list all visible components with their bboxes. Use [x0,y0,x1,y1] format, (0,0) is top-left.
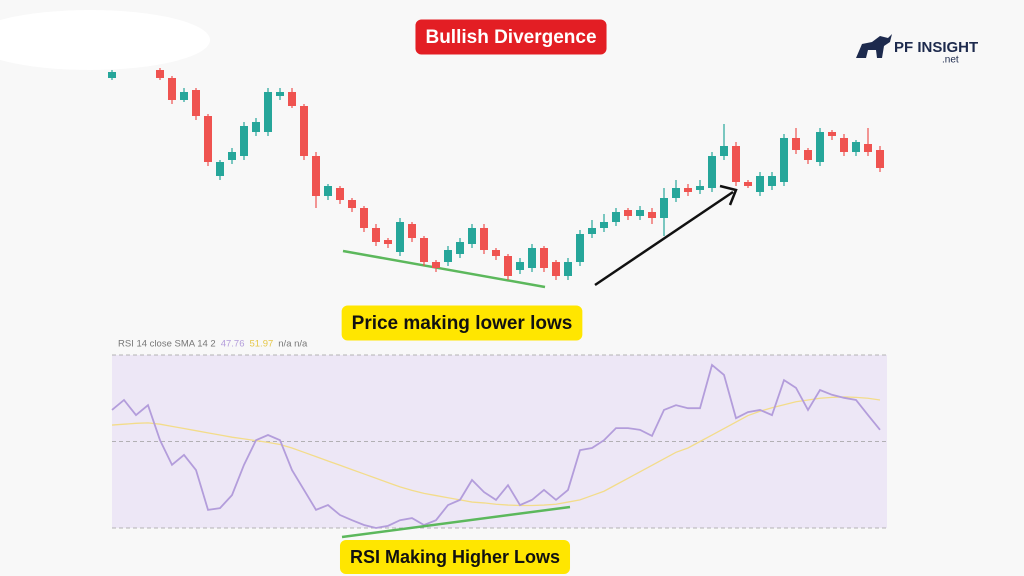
candle-body [396,222,404,252]
candle-body [696,186,704,190]
candle-body [408,224,416,238]
series-line [111,396,881,507]
candle-body [348,200,356,208]
candle-body [264,92,272,132]
candle-body [468,228,476,244]
candle-body [552,262,560,276]
label-text: Price making lower lows [352,313,573,334]
candle-body [156,70,164,78]
candle-body [864,144,872,152]
candle-body [576,234,584,262]
candle-body [492,250,500,256]
candle-body [780,138,788,182]
candle-body [612,212,620,222]
candle-body [828,132,836,136]
candle-body [504,256,512,276]
candle-body [360,208,368,228]
label-pill [341,305,583,341]
candle-body [720,146,728,156]
candle-body [540,248,548,268]
price-trend-line [342,249,546,289]
candle-body [372,228,380,242]
candle-body [312,156,320,196]
candle-body [840,138,848,152]
candle-body [792,138,800,150]
candle-body [648,212,656,218]
candle-body [684,188,692,192]
candle-body [384,240,392,244]
candle-body [288,92,296,106]
series-line [111,363,881,529]
candle-body [516,262,524,270]
rsi-readout: 51.97 [249,339,273,350]
candle-body [168,78,176,100]
candle-body [204,116,212,162]
candle-body [876,150,884,168]
candle-body [336,188,344,200]
candle-body [660,198,668,218]
candle-body [324,186,332,196]
candle-body [732,146,740,182]
candle-body [768,176,776,186]
candle-body [180,92,188,100]
label-pill [415,19,607,55]
candle-body [444,250,452,262]
candle-body [756,176,764,192]
candle-body [420,238,428,262]
candle-body [528,248,536,268]
candle-body [216,162,224,176]
logo-name: PF INSIGHT [894,39,978,56]
candle-body [672,188,680,198]
label-text: RSI Making Higher Lows [350,547,560,567]
rsi-readout: n/a n/a [278,339,308,350]
rsi-readout: 47.76 [221,339,245,350]
candle-body [600,222,608,228]
candle-body [432,262,440,268]
candle-body [804,150,812,160]
arrow-head [719,184,738,206]
trend-arrow [594,190,734,287]
candle-body [456,242,464,254]
candle-body [276,92,284,96]
candle-body [480,228,488,250]
candle-body [240,126,248,156]
candle-body [192,90,200,116]
candle-body [636,210,644,216]
candle-body [744,182,752,186]
candle-body [564,262,572,276]
candle-body [624,210,632,216]
label-text: Bullish Divergence [425,27,596,48]
rsi-trend-line [341,505,571,539]
logo: PF INSIGHT .net [856,34,978,66]
logo-suffix: .net [942,55,959,66]
candle-body [816,132,824,162]
candle-body [708,156,716,188]
candle-body [852,142,860,152]
candle-body [588,228,596,234]
label-pill [339,540,571,574]
candle-body [108,72,116,78]
candle-body [228,152,236,160]
candle-body [300,106,308,156]
smudge [0,10,210,70]
rsi-readout: RSI 14 close SMA 14 2 [118,339,216,350]
logo-icon [856,34,892,58]
candle-body [252,122,260,132]
